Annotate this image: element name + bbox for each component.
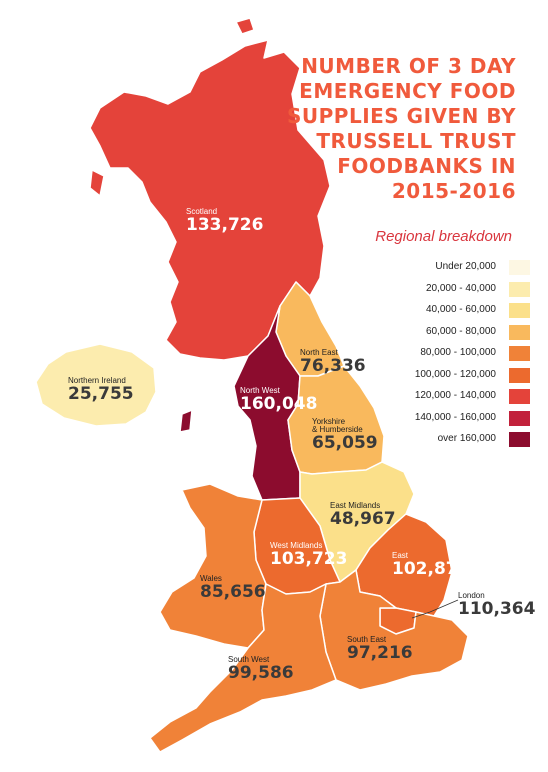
region-name: Northern Ireland — [68, 376, 126, 385]
region-value: 85,656 — [200, 582, 266, 602]
region-south-west[interactable] — [149, 583, 337, 753]
legend-item: 120,000 - 140,000 — [400, 387, 530, 409]
region-name: East Midlands — [330, 501, 381, 510]
region-name: Scotland — [186, 207, 218, 216]
region-name: East — [392, 551, 409, 560]
legend-item: 80,000 - 100,000 — [400, 344, 530, 366]
title-line: 2015-2016 — [391, 179, 516, 203]
region-value: 25,755 — [68, 384, 134, 404]
legend-label: 80,000 - 100,000 — [420, 347, 496, 358]
legend-label: Under 20,000 — [435, 261, 496, 272]
title-line: SUPPLIES GIVEN BY — [286, 104, 516, 128]
title-line: FOODBANKS IN — [337, 154, 516, 178]
title-line: TRUSSELL TRUST — [316, 129, 516, 153]
region-name: North East — [300, 348, 338, 357]
region-value: 65,059 — [312, 433, 378, 453]
legend-swatch — [509, 432, 530, 447]
label-east-midlands: East Midlands 48,967 — [330, 502, 396, 528]
legend-label: 20,000 - 40,000 — [425, 282, 496, 294]
region-value: 102,873 — [392, 559, 470, 579]
label-east: East 102,873 — [392, 552, 469, 578]
label-west-midlands: West Midlands 103,723 — [270, 542, 347, 568]
map-title: NUMBER OF 3 DAY EMERGENCY FOOD SUPPLIES GI… — [256, 54, 516, 204]
label-scotland: Scotland 133,726 — [186, 208, 263, 234]
label-london: London 110,364 — [458, 592, 535, 618]
region-name: North West — [240, 386, 280, 395]
legend-swatch — [509, 389, 530, 404]
label-north-east: North East 76,336 — [300, 349, 366, 375]
legend-item: 140,000 - 160,000 — [400, 409, 530, 431]
region-value: 160,048 — [240, 394, 318, 414]
legend-label: 140,000 - 160,000 — [414, 411, 496, 423]
island-man — [179, 409, 193, 433]
region-value: 97,216 — [347, 643, 413, 663]
region-value: 48,967 — [330, 509, 396, 529]
legend-swatch — [509, 410, 530, 426]
region-scotland[interactable] — [89, 39, 331, 361]
map-legend: Under 20,000 20,000 - 40,000 40,000 - 60,0… — [400, 258, 530, 452]
legend-swatch — [509, 346, 530, 361]
region-name: London — [458, 591, 485, 600]
legend-item: Under 20,000 — [400, 258, 530, 280]
title-line: EMERGENCY FOOD — [299, 79, 516, 103]
region-name: South West — [228, 655, 270, 664]
legend-swatch — [509, 260, 530, 275]
region-wales[interactable] — [159, 483, 267, 649]
legend-swatch — [509, 324, 530, 340]
label-south-east: South East 97,216 — [347, 636, 413, 662]
label-south-west: South West 99,586 — [228, 656, 294, 682]
label-wales: Wales 85,656 — [200, 575, 266, 601]
region-name: Wales — [200, 574, 222, 583]
legend-swatch — [509, 281, 530, 297]
region-value: 110,364 — [458, 599, 536, 619]
legend-swatch — [509, 303, 530, 318]
legend-label: over 160,000 — [437, 433, 496, 444]
legend-item: 20,000 - 40,000 — [400, 280, 530, 302]
region-value: 76,336 — [300, 356, 366, 376]
legend-label: 40,000 - 60,000 — [425, 304, 496, 315]
region-name: South East — [347, 635, 387, 644]
map-subtitle: Regional breakdown — [375, 228, 512, 245]
legend-label: 100,000 - 120,000 — [414, 368, 496, 380]
legend-item: over 160,000 — [400, 430, 530, 452]
legend-item: 60,000 - 80,000 — [400, 323, 530, 345]
region-value: 133,726 — [186, 215, 264, 235]
legend-item: 100,000 - 120,000 — [400, 366, 530, 388]
title-line: NUMBER OF 3 DAY — [301, 54, 516, 78]
legend-label: 120,000 - 140,000 — [414, 390, 496, 401]
label-north-west: North West 160,048 — [240, 387, 317, 413]
region-value: 99,586 — [228, 663, 294, 683]
label-northern-ireland: Northern Ireland 25,755 — [68, 377, 134, 403]
label-yorkshire-humberside: Yorkshire & Humberside 65,059 — [312, 418, 378, 452]
region-northern-ireland[interactable] — [35, 343, 157, 427]
island-hebrides — [89, 169, 105, 197]
legend-swatch — [509, 367, 530, 383]
region-name: West Midlands — [270, 541, 323, 550]
region-value: 103,723 — [270, 549, 348, 569]
island-orkney — [235, 17, 255, 35]
legend-item: 40,000 - 60,000 — [400, 301, 530, 323]
region-name: Yorkshire & Humberside — [312, 417, 363, 434]
legend-label: 60,000 - 80,000 — [425, 325, 496, 337]
